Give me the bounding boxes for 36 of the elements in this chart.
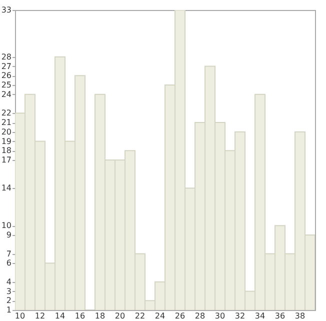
y-tick-label: 33 (1, 6, 12, 14)
y-tick-label: 1 (6, 306, 12, 314)
x-tick-label: 12 (34, 312, 46, 320)
x-tick-label: 34 (254, 312, 266, 320)
x-tick-label: 28 (194, 312, 206, 320)
x-tick-label: 14 (54, 312, 66, 320)
y-tick-label: 10 (1, 221, 12, 230)
x-tick-label: 36 (274, 312, 286, 320)
y-tick-label: 4 (6, 277, 12, 286)
y-tick-label: 3 (6, 286, 12, 296)
x-tick-label: 38 (294, 312, 306, 320)
y-tick-label: 18 (1, 146, 12, 156)
x-tick-label: 20 (114, 312, 126, 320)
y-tick-label: 19 (1, 136, 12, 146)
x-tick-label: 18 (94, 312, 106, 320)
y-tick-label: 6 (6, 258, 12, 268)
x-tick-label: 24 (154, 312, 166, 320)
y-tick-label: 24 (1, 90, 12, 99)
x-tick-label: 26 (174, 312, 186, 320)
y-tick-label: 14 (1, 184, 12, 193)
x-tick-label: 32 (234, 312, 246, 320)
y-tick-label: 2 (6, 296, 12, 306)
y-tick-label: 20 (1, 127, 12, 136)
y-tick-label: 27 (1, 62, 12, 71)
y-tick-label: 21 (1, 118, 12, 127)
x-tick-label: 30 (214, 312, 226, 320)
y-tick-label: 7 (6, 249, 12, 258)
y-tick-label: 17 (1, 156, 12, 164)
x-tick-label: 10 (14, 312, 26, 320)
y-tick-label: 28 (1, 52, 12, 62)
y-tick-label: 25 (1, 80, 12, 90)
y-tick-label: 9 (6, 230, 12, 240)
y-tick-label: 22 (1, 108, 12, 118)
x-tick-label: 22 (134, 312, 146, 320)
y-tick-label: 26 (1, 71, 12, 80)
x-tick-label: 16 (74, 312, 86, 320)
